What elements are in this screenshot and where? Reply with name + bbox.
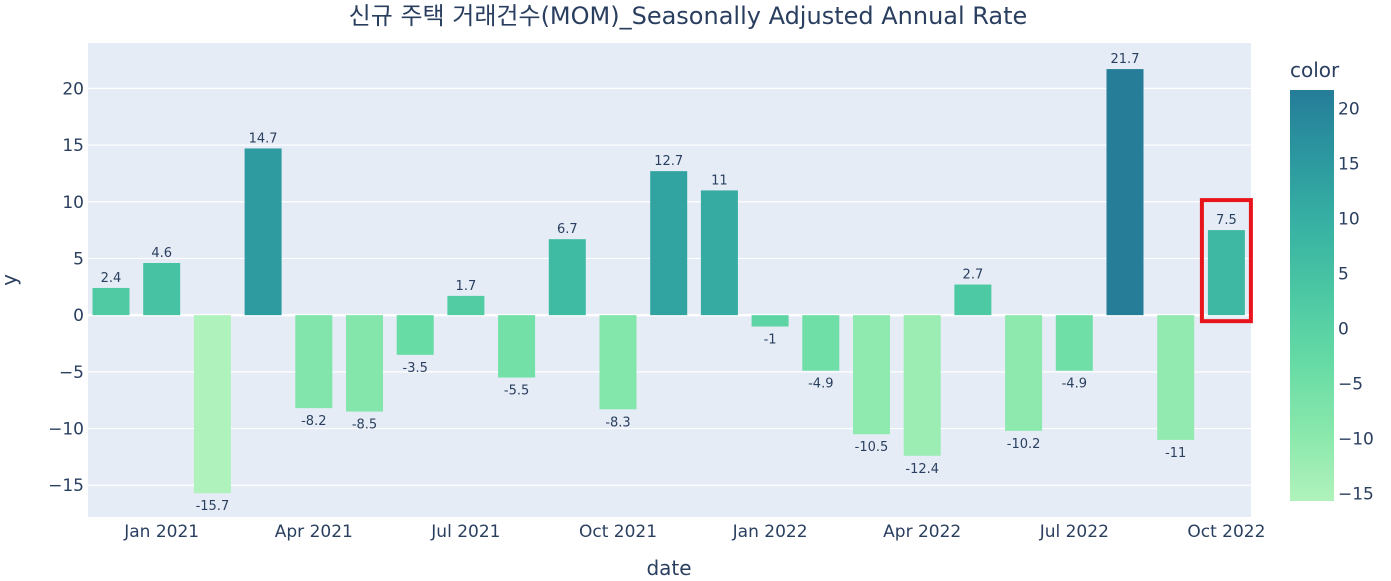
y-tick-label: 5 xyxy=(73,249,84,269)
bar xyxy=(244,148,282,316)
bar xyxy=(346,315,383,412)
colorbar-ticks: 20 15 10 5 0 −5 −10 −15 xyxy=(1338,100,1374,505)
bar xyxy=(954,284,992,316)
colorbar-tick-label: 10 xyxy=(1338,210,1360,230)
bar xyxy=(700,190,738,316)
chart-title: 신규 주택 거래건수(MOM)_Seasonally Adjusted Annu… xyxy=(349,2,1028,30)
bar-value-label: -8.2 xyxy=(301,414,326,429)
bar xyxy=(498,315,536,378)
x-tick-label: Apr 2021 xyxy=(275,522,353,542)
bar xyxy=(853,315,890,435)
bar-value-label: -8.5 xyxy=(352,418,377,433)
y-tick-label: 0 xyxy=(73,306,84,326)
x-tick-label: Jan 2022 xyxy=(732,522,808,542)
bar xyxy=(903,315,941,456)
y-tick-label: −15 xyxy=(48,476,84,496)
highlight-box xyxy=(1199,198,1253,324)
bar-value-label: -15.7 xyxy=(196,499,230,514)
y-tick-label: −10 xyxy=(48,420,84,440)
bar xyxy=(548,239,586,316)
bar xyxy=(1005,315,1043,431)
y-tick-label: −5 xyxy=(59,363,84,383)
colorbar-gradient xyxy=(1290,90,1334,501)
bar xyxy=(751,315,789,327)
bar-labels: 2.4 4.6 -15.7 14.7 -8.2 -8.5 -3.5 1.7 -5.5 6.7 -8.… xyxy=(101,52,1237,514)
bar-value-label: -10.5 xyxy=(855,440,889,455)
bar xyxy=(143,262,181,316)
colorbar-tick-label: 20 xyxy=(1338,100,1360,120)
bar xyxy=(599,315,637,410)
colorbar: color 20 15 10 5 0 −5 −10 −15 xyxy=(1290,58,1374,504)
bar xyxy=(1055,315,1093,371)
x-tick-label: Jul 2021 xyxy=(430,522,500,542)
bar-value-label: 11 xyxy=(711,173,728,188)
bar-value-label: -8.3 xyxy=(605,415,630,430)
bar xyxy=(1106,69,1144,316)
bar-value-label: 1.7 xyxy=(456,279,477,294)
colorbar-tick-label: −5 xyxy=(1338,374,1363,394)
bar-value-label: 14.7 xyxy=(249,131,278,146)
bar xyxy=(92,287,130,316)
bar-value-label: -1 xyxy=(764,332,777,347)
bar xyxy=(1207,230,1245,316)
colorbar-tick-label: −10 xyxy=(1338,429,1374,449)
bar-value-label: 7.5 xyxy=(1216,213,1237,228)
x-tick-label: Apr 2022 xyxy=(883,522,961,542)
bar-value-label: -12.4 xyxy=(905,462,939,477)
bar-value-label: -4.9 xyxy=(1062,377,1087,392)
bar-value-label: 4.6 xyxy=(151,246,172,261)
bar-value-label: 2.4 xyxy=(101,271,122,286)
bar-value-label: -5.5 xyxy=(504,384,529,399)
bar-value-label: -3.5 xyxy=(403,361,428,376)
bar-value-label: 2.7 xyxy=(963,268,984,283)
bar xyxy=(447,295,485,316)
x-axis-title: date xyxy=(646,556,691,580)
y-tick-label: 20 xyxy=(62,79,84,99)
y-axis-title: y xyxy=(0,274,21,286)
y-axis-ticks: 20 15 10 5 0 −5 −10 −15 xyxy=(48,79,84,496)
x-tick-label: Jul 2022 xyxy=(1039,522,1109,542)
bar xyxy=(1157,315,1195,440)
colorbar-tick-label: 0 xyxy=(1338,319,1349,339)
bar-value-label: -10.2 xyxy=(1007,437,1041,452)
bars xyxy=(92,69,1245,494)
bar-value-label: 12.7 xyxy=(654,154,683,169)
colorbar-tick-label: 15 xyxy=(1338,155,1360,175)
x-axis-ticks: Jan 2021 Apr 2021 Jul 2021 Oct 2021 Jan 2022… xyxy=(123,522,1265,542)
bar xyxy=(650,171,688,316)
bar-value-label: 21.7 xyxy=(1111,52,1140,67)
colorbar-title: color xyxy=(1290,58,1340,82)
x-tick-label: Jan 2021 xyxy=(123,522,199,542)
x-tick-label: Oct 2022 xyxy=(1187,522,1265,542)
bar xyxy=(396,315,434,355)
bar-value-label: -4.9 xyxy=(808,377,833,392)
bar-value-label: -11 xyxy=(1165,446,1186,461)
bar-value-label: 6.7 xyxy=(557,222,578,237)
y-tick-label: 10 xyxy=(62,193,84,213)
colorbar-tick-label: −15 xyxy=(1338,484,1374,504)
colorbar-tick-label: 5 xyxy=(1338,265,1349,285)
y-tick-label: 15 xyxy=(62,136,84,156)
bar xyxy=(193,315,231,494)
x-tick-label: Oct 2021 xyxy=(579,522,657,542)
bar xyxy=(802,315,840,371)
bar xyxy=(295,315,333,409)
